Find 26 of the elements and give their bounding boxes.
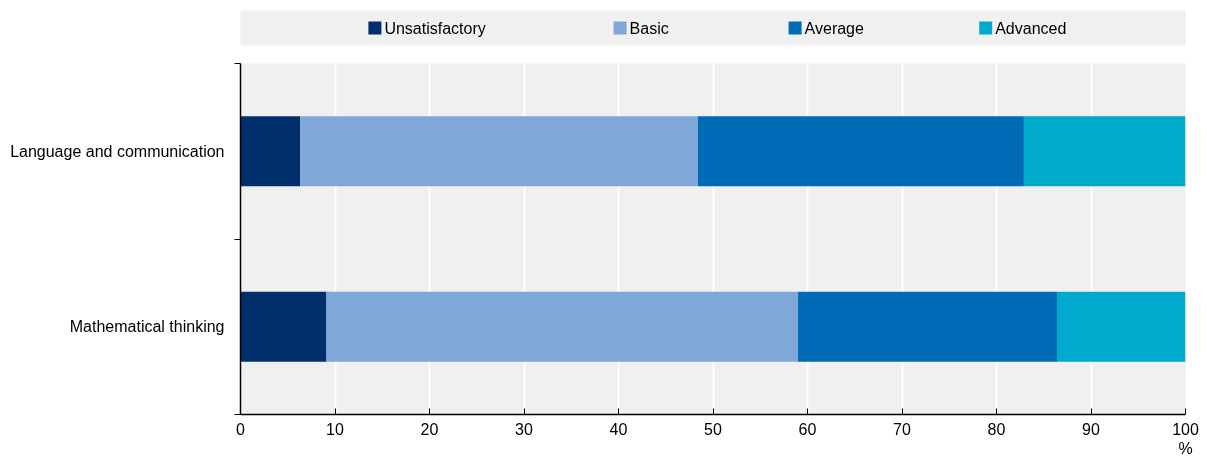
- bar: [326, 291, 799, 362]
- bar: [300, 116, 698, 187]
- x-tick-label: 50: [704, 420, 722, 438]
- legend-label: Average: [804, 19, 865, 37]
- legend-label: Basic: [629, 19, 669, 37]
- legend-label: Unsatisfactory: [384, 19, 486, 37]
- x-tick-label: 60: [798, 420, 817, 438]
- x-axis-title: %: [1178, 439, 1193, 457]
- bar: [240, 116, 301, 187]
- x-tick-label: 90: [1082, 420, 1100, 438]
- x-tick-label: 30: [515, 420, 533, 438]
- x-tick-label: 20: [420, 420, 439, 438]
- y-tick-label: Mathematical thinking: [69, 318, 225, 336]
- bar: [240, 291, 327, 362]
- legend-label: Advanced: [995, 19, 1067, 37]
- x-tick-label: 10: [326, 420, 344, 438]
- x-tick-label: 0: [236, 420, 246, 438]
- x-tick-label: 70: [893, 420, 911, 438]
- x-tick-label: 40: [609, 420, 628, 438]
- x-tick-label: 80: [987, 420, 1006, 438]
- bar: [798, 291, 1057, 362]
- bar: [1023, 116, 1186, 187]
- x-tick-label: 100: [1172, 420, 1199, 438]
- y-tick-label: Language and communication: [10, 142, 225, 160]
- bar: [1056, 291, 1186, 362]
- bar: [697, 116, 1024, 187]
